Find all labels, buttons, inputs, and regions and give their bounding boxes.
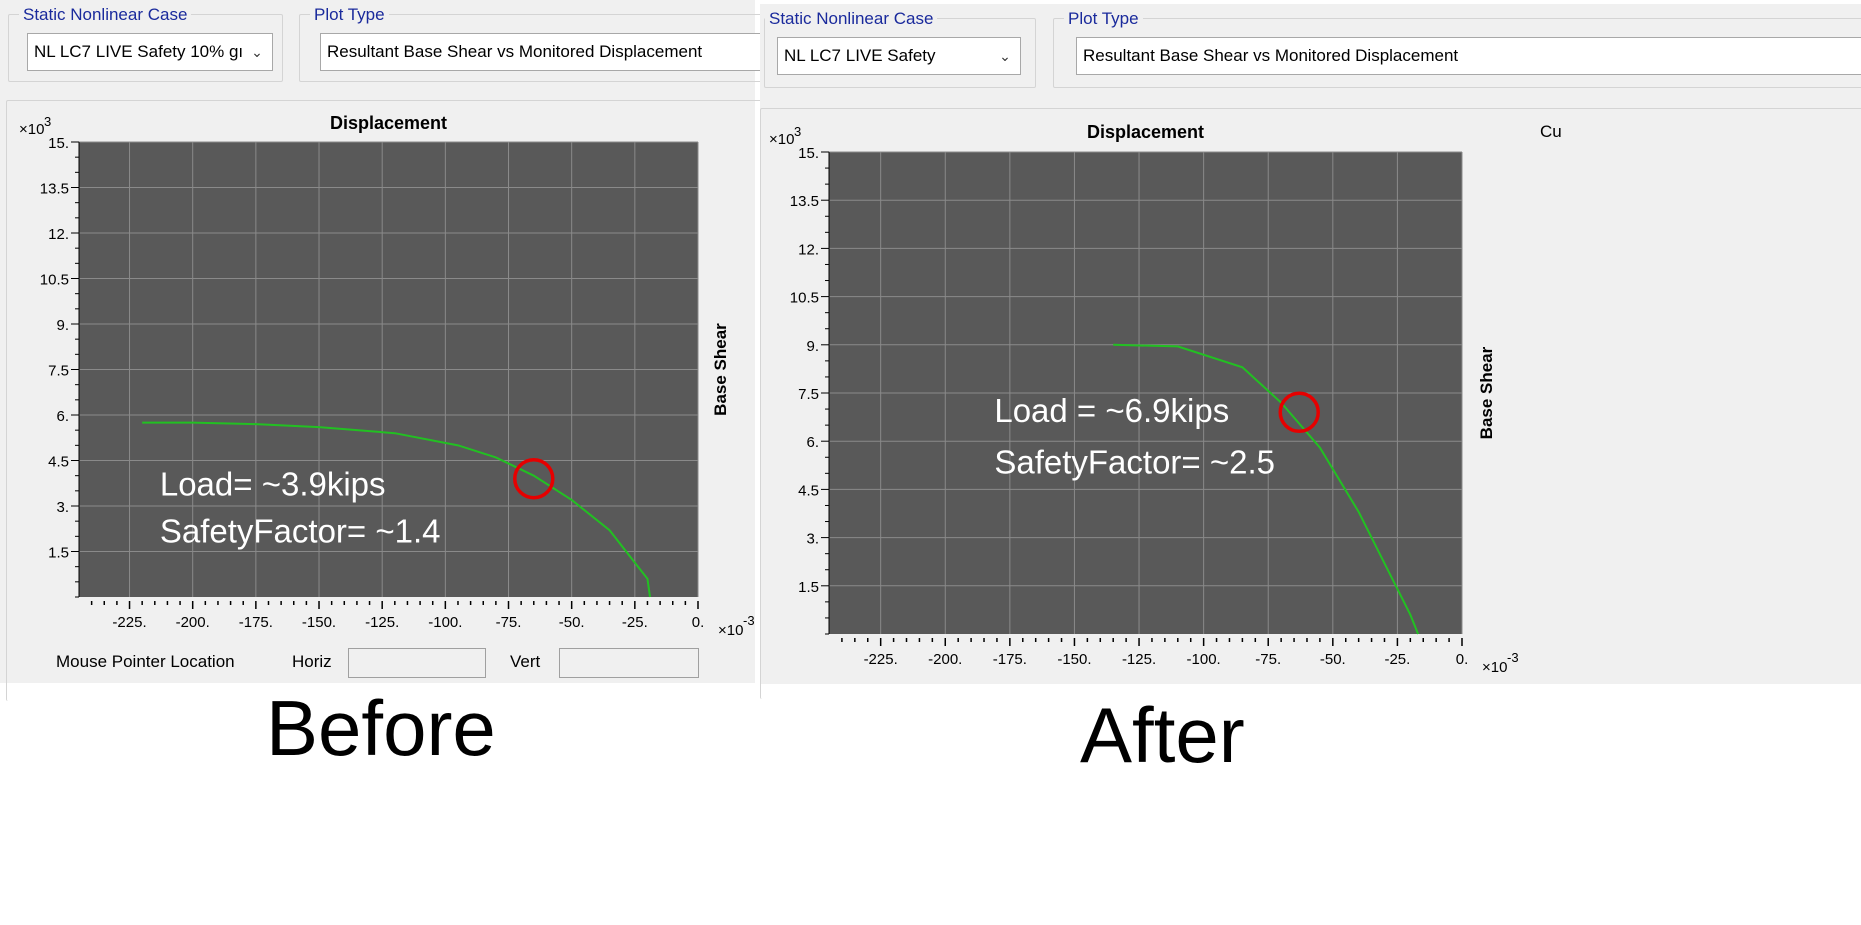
case-dropdown[interactable]: NL LC7 LIVE Safety 10% gı ⌄ <box>27 33 273 71</box>
highlight-circle <box>513 457 555 500</box>
x-tick-label: -125. <box>1122 651 1156 668</box>
y-tick-label: 13.5 <box>790 193 819 210</box>
y-tick-label: 15. <box>48 135 69 152</box>
chart-area <box>760 108 1861 699</box>
y-axis-label: Base Shear <box>711 323 730 416</box>
x-tick-label: -175. <box>239 614 273 631</box>
y-tick-label: 4.5 <box>48 454 69 471</box>
plot-type-label: Plot Type <box>1064 9 1143 29</box>
chevron-down-icon[interactable]: ⌄ <box>994 38 1016 74</box>
y-tick-label: 13.5 <box>40 181 69 198</box>
y-multiplier-exp: 3 <box>44 114 51 129</box>
y-multiplier-exp: 3 <box>794 124 801 139</box>
x-tick-label: -75. <box>1255 651 1281 668</box>
mouse-pointer-label: Mouse Pointer Location <box>56 652 235 671</box>
y-tick-label: 10.5 <box>790 290 819 307</box>
y-multiplier: ×10 <box>19 121 44 138</box>
plot-type-value: Resultant Base Shear vs Monitored Displa… <box>327 42 703 61</box>
x-tick-label: -200. <box>176 614 210 631</box>
x-tick-label: -150. <box>302 614 336 631</box>
plot-type-label: Plot Type <box>310 5 389 25</box>
x-tick-label: -25. <box>622 614 648 631</box>
y-tick-label: 6. <box>56 408 69 425</box>
x-tick-label: -225. <box>864 651 898 668</box>
y-tick-label: 12. <box>48 226 69 243</box>
cursor-label: Cu <box>1540 122 1562 141</box>
y-tick-label: 6. <box>806 434 819 451</box>
y-tick-label: 9. <box>56 317 69 334</box>
plot-type-group: Plot Type Resultant Base Shear vs Monito… <box>1053 9 1861 88</box>
series-line <box>142 421 651 598</box>
x-tick-label: -225. <box>112 614 146 631</box>
x-multiplier-exp: -3 <box>743 613 755 628</box>
case-label: Static Nonlinear Case <box>765 9 938 29</box>
x-multiplier-exp: -3 <box>1507 650 1519 665</box>
horiz-field[interactable] <box>348 648 486 678</box>
series-line <box>1113 343 1420 635</box>
horiz-label: Horiz <box>292 652 332 671</box>
plot-type-dropdown[interactable]: Resultant Base Shear vs Monitored Displa… <box>1076 37 1861 75</box>
y-tick-label: 7.5 <box>798 386 819 403</box>
x-tick-label: -175. <box>993 651 1027 668</box>
caption-before: Before <box>266 684 496 772</box>
x-tick-label: -25. <box>1384 651 1410 668</box>
case-group: Static Nonlinear Case NL LC7 LIVE Safety… <box>764 9 1036 88</box>
y-tick-label: 3. <box>56 499 69 516</box>
x-tick-label: -100. <box>428 614 462 631</box>
y-tick-label: 10.5 <box>40 272 69 289</box>
y-tick-label: 15. <box>798 145 819 162</box>
chart-title: Displacement <box>330 113 447 133</box>
x-tick-label: -125. <box>365 614 399 631</box>
chart-title: Displacement <box>1087 122 1204 142</box>
highlight-circle <box>1278 391 1320 434</box>
y-tick-label: 7.5 <box>48 363 69 380</box>
annotation-text: SafetyFactor= ~2.5 <box>994 443 1275 480</box>
annotation-text: SafetyFactor= ~1.4 <box>160 512 441 549</box>
y-tick-label: 1.5 <box>48 545 69 562</box>
plot-type-value: Resultant Base Shear vs Monitored Displa… <box>1083 46 1459 65</box>
case-dropdown[interactable]: NL LC7 LIVE Safety ⌄ <box>777 37 1021 75</box>
case-label: Static Nonlinear Case <box>19 5 192 25</box>
x-tick-label: -50. <box>559 614 585 631</box>
y-tick-label: 12. <box>798 241 819 258</box>
vert-field[interactable] <box>559 648 699 678</box>
chart-area <box>6 100 767 701</box>
y-tick-label: 4.5 <box>798 482 819 499</box>
y-tick-label: 9. <box>806 338 819 355</box>
y-multiplier: ×10 <box>769 131 794 148</box>
annotation-text: Load= ~3.9kips <box>160 465 386 502</box>
y-tick-label: 1.5 <box>798 579 819 596</box>
x-tick-label: -200. <box>928 651 962 668</box>
x-multiplier: ×10 <box>718 622 743 639</box>
panel-before: Static Nonlinear Case NL LC7 LIVE Safety… <box>0 0 771 701</box>
y-tick-label: 3. <box>806 531 819 548</box>
y-axis-label: Base Shear <box>1477 346 1496 439</box>
x-tick-label: -75. <box>496 614 522 631</box>
case-group: Static Nonlinear Case NL LC7 LIVE Safety… <box>8 5 283 82</box>
vert-label: Vert <box>510 652 541 671</box>
plot-type-group: Plot Type Resultant Base Shear vs Monito… <box>299 5 771 82</box>
x-tick-label: -150. <box>1057 651 1091 668</box>
chart-before: 1.5 3. 4.5 6. 7.5 9. 10.5 12. 13.5 15. -225. -200. -… <box>19 113 755 639</box>
plot-type-dropdown[interactable]: Resultant Base Shear vs Monitored Displa… <box>320 33 770 71</box>
x-tick-label: 0. <box>692 614 705 631</box>
caption-after: After <box>1080 691 1245 779</box>
annotation-text: Load = ~6.9kips <box>994 392 1229 429</box>
x-tick-label: -50. <box>1320 651 1346 668</box>
chart-after: 1.5 3. 4.5 6. 7.5 9. 10.5 12. 13.5 15. -225. -200. -… <box>769 122 1519 676</box>
case-value: NL LC7 LIVE Safety <box>784 46 936 65</box>
x-multiplier: ×10 <box>1482 659 1507 676</box>
case-value: NL LC7 LIVE Safety 10% gı <box>34 42 244 61</box>
x-tick-label: 0. <box>1456 651 1469 668</box>
x-tick-label: -100. <box>1187 651 1221 668</box>
chevron-down-icon[interactable]: ⌄ <box>246 34 268 70</box>
